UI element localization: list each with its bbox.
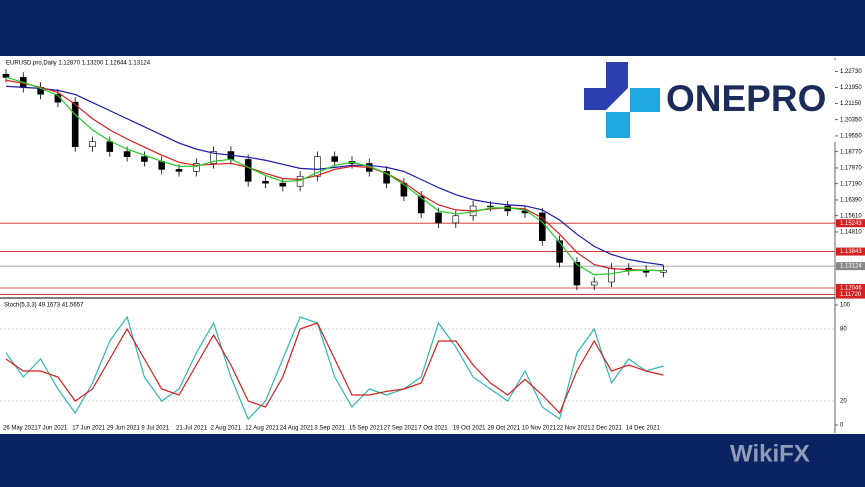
level-tag	[836, 290, 865, 299]
watermark: WikiFX	[730, 440, 810, 467]
y-tick-label: 100	[840, 303, 851, 309]
candle-body	[175, 169, 183, 172]
stoch-header: Stoch(5,3,3) 49.1673 41.5657	[4, 303, 84, 309]
x-tick-label: 26 May 2021	[3, 426, 38, 432]
logo-mark	[584, 62, 628, 110]
logo: ONEPRO	[582, 60, 836, 142]
candle-body	[123, 151, 131, 157]
y-tick-label: 1.16390	[840, 198, 862, 204]
candle-body	[193, 163, 200, 172]
x-tick-label: 9 Jul 2021	[141, 426, 169, 432]
y-tick-label: 1.15610	[840, 213, 862, 219]
candle-body	[244, 159, 252, 182]
candle-body	[573, 262, 581, 286]
level-label: 1.13843	[840, 249, 862, 255]
moving-average	[5, 76, 664, 276]
x-tick-label: 3 Sep 2021	[314, 426, 345, 432]
x-tick-label: 14 Dec 2021	[626, 426, 661, 432]
logo-mark	[606, 112, 630, 138]
x-tick-label: 17 Jun 2021	[72, 426, 106, 432]
candle-body	[487, 205, 494, 208]
level-tag	[836, 247, 865, 256]
chart-header: EURUSD.pro,Daily 1.12870 1.13200 1.12644…	[6, 61, 151, 67]
x-tick-label: 21 Jul 2021	[176, 426, 208, 432]
level-tag	[836, 283, 865, 292]
candle-body	[210, 151, 217, 164]
x-tick-label: 7 Oct 2021	[418, 426, 448, 432]
x-tick-label: 29 Oct 2021	[487, 426, 520, 432]
y-tick-label: 1.18770	[840, 149, 862, 155]
y-tick-label: 0	[840, 423, 844, 429]
x-tick-label: 29 Jun 2021	[107, 426, 141, 432]
moving-average	[5, 85, 664, 266]
candle-body	[141, 156, 148, 162]
level-label: 1.15243	[840, 221, 862, 227]
y-tick-label: 1.21150	[840, 101, 862, 107]
candle-body	[383, 171, 390, 184]
candle-body	[452, 215, 460, 224]
y-tick-label: 1.17190	[840, 181, 862, 187]
candle-body	[89, 141, 96, 147]
moving-average	[5, 79, 664, 272]
logo-text: ONEPRO	[666, 78, 826, 119]
candle-body	[590, 281, 598, 286]
y-tick-label: 1.19550	[840, 134, 862, 140]
logo-mark	[630, 88, 660, 112]
stoch-line	[5, 315, 664, 421]
x-tick-label: 19 Oct 2021	[453, 426, 486, 432]
y-tick-label: 1.21950	[840, 85, 862, 91]
x-tick-label: 10 Nov 2021	[522, 426, 557, 432]
candle-body	[556, 240, 563, 263]
x-tick-label: 24 Aug 2021	[280, 426, 314, 432]
x-tick-label: 2 Aug 2021	[211, 426, 242, 432]
level-label: 1.13124	[840, 264, 862, 270]
candle-body	[262, 181, 269, 184]
y-tick-label: 1.22730	[840, 69, 862, 75]
candle-body	[538, 212, 546, 241]
level-label: 1.11720	[840, 292, 862, 298]
candle-body	[435, 212, 442, 224]
y-tick-label: 1.14810	[840, 230, 862, 236]
candle-body	[158, 161, 165, 170]
x-tick-label: 27 Sep 2021	[384, 426, 419, 432]
candle-body	[2, 73, 10, 78]
level-tag	[836, 262, 865, 271]
candle-body	[71, 101, 79, 147]
level-label: 1.12046	[840, 286, 862, 292]
y-tick-label: 1.17970	[840, 166, 862, 172]
x-tick-label: 15 Sep 2021	[349, 426, 384, 432]
candle-body	[106, 141, 114, 152]
stoch-line	[5, 322, 664, 415]
candle-body	[314, 156, 321, 177]
y-tick-label: 20	[840, 399, 847, 405]
candle-body	[608, 267, 615, 283]
candle-body	[331, 156, 339, 162]
y-tick-label: 80	[840, 327, 847, 333]
plot: 1.22730 1.21950 1.21150 1.20350 1.19550 1.187…	[0, 69, 865, 432]
candle-body	[279, 182, 287, 187]
x-tick-label: 22 Nov 2021	[557, 426, 592, 432]
y-tick-label: 1.20350	[840, 117, 862, 123]
x-tick-label: 2 Dec 2021	[591, 426, 622, 432]
candle-body	[417, 195, 425, 214]
x-tick-label: 12 Aug 2021	[245, 426, 279, 432]
x-tick-label: 7 Jun 2021	[38, 426, 68, 432]
level-tag	[836, 219, 865, 228]
